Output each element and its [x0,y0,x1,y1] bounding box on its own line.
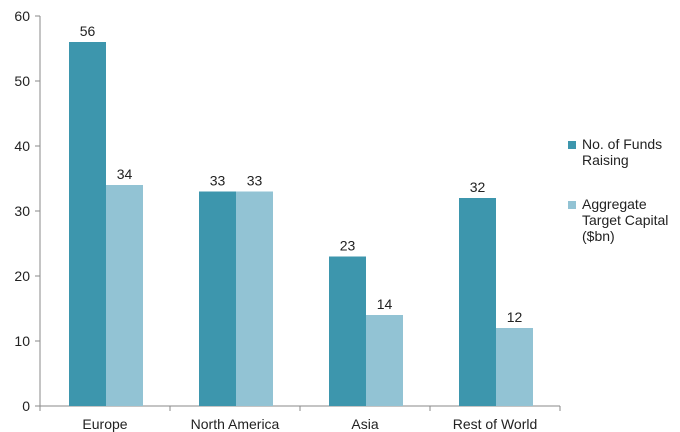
legend: No. of Funds Raising Aggregate Target Ca… [568,136,680,272]
data-label: 33 [210,173,226,189]
data-label: 23 [340,238,356,254]
y-tick-label: 20 [14,268,30,284]
bar [366,315,403,406]
bar [236,191,273,406]
data-label: 14 [377,296,393,312]
legend-label-funds: No. of Funds Raising [582,136,663,168]
legend-swatch-capital [568,201,576,209]
data-labels: 56 34 33 33 23 14 32 12 [80,23,523,325]
y-tick-label: 40 [14,138,30,154]
legend-label-capital: Aggregate Target Capital ($bn) [582,196,669,244]
y-tick-label: 60 [14,8,30,24]
x-tick-label: North America [191,416,280,432]
y-tick-label: 50 [14,73,30,89]
x-tick-label: Rest of World [453,416,538,432]
data-label: 34 [117,166,133,182]
bar [496,328,533,406]
bar [329,256,366,406]
bar [106,185,143,406]
bars [69,42,533,406]
data-label: 32 [470,179,486,195]
legend-swatch-funds [568,141,576,149]
bar [199,191,236,406]
bar [69,42,106,406]
legend-item-funds: No. of Funds Raising [568,136,680,168]
data-label: 12 [507,309,523,325]
axes: 0 10 20 30 40 50 60 Europe North America Asia Rest… [14,8,561,432]
x-tick-label: Asia [351,416,378,432]
x-tick-label: Europe [82,416,127,432]
y-tick-label: 30 [14,203,30,219]
y-tick-label: 10 [14,333,30,349]
legend-item-capital: Aggregate Target Capital ($bn) [568,196,680,244]
y-tick-label: 0 [22,398,30,414]
data-label: 33 [247,173,263,189]
bar [459,198,496,406]
data-label: 56 [80,23,96,39]
